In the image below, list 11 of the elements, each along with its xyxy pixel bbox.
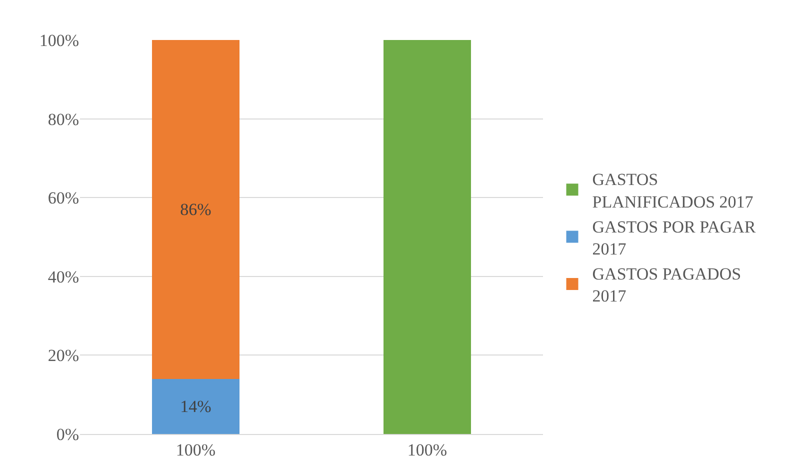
y-tick-label: 100%: [39, 30, 79, 50]
y-tick-label: 60%: [48, 188, 79, 208]
y-tick-label: 40%: [48, 267, 79, 286]
legend-label: GASTOS PLANIFICADOS 2017: [592, 170, 754, 212]
legend-label: GASTOS PAGADOS 2017: [592, 264, 742, 306]
legend-label: GASTOS POR PAGAR 2017: [592, 217, 756, 258]
y-tick-label: 80%: [48, 110, 79, 129]
y-tick-label: 0%: [56, 424, 79, 444]
data-label: 86%: [180, 200, 212, 219]
data-label: 14%: [180, 396, 212, 416]
y-tick-label: 20%: [48, 346, 79, 366]
